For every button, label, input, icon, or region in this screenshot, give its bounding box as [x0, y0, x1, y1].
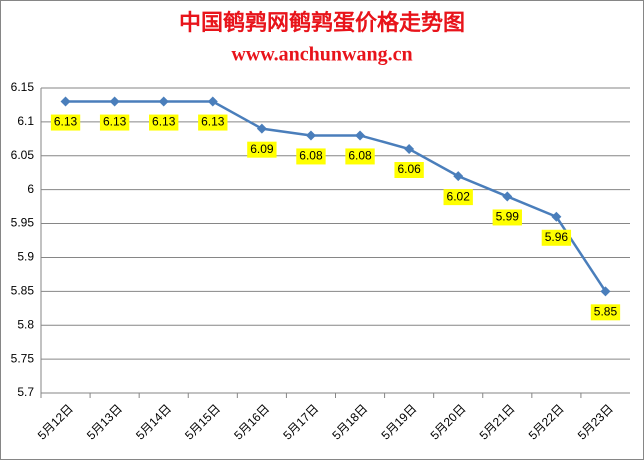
value-label: 6.08 [299, 149, 323, 163]
value-label-box [345, 148, 375, 165]
chart-title: 中国鹌鹑网鹌鹑蛋价格走势图 [179, 10, 465, 36]
value-label: 6.13 [54, 115, 78, 129]
marker [502, 191, 513, 202]
y-tick-label: 5.85 [11, 284, 35, 298]
marker [207, 96, 218, 107]
marker [551, 211, 562, 222]
value-label-box [50, 114, 81, 131]
y-tick-label: 5.8 [17, 317, 34, 331]
value-label-box [149, 114, 179, 131]
marker [60, 96, 71, 107]
value-label: 6.13 [201, 115, 225, 129]
marker [109, 96, 120, 107]
y-tick-label: 6.05 [11, 148, 35, 162]
value-label-box [247, 141, 277, 158]
value-label: 6.09 [250, 142, 274, 156]
marker [453, 171, 464, 182]
value-label-box [443, 189, 473, 206]
y-tick-label: 6.1 [17, 114, 34, 128]
chart-subtitle: www.anchunwang.cn [231, 44, 412, 66]
y-tick-label: 5.95 [11, 216, 35, 230]
marker [256, 123, 267, 134]
value-label: 5.96 [545, 230, 569, 244]
y-tick-label: 6 [27, 182, 34, 196]
y-tick-label: 5.75 [11, 351, 35, 365]
y-tick-label: 6.15 [11, 80, 35, 94]
marker [355, 130, 366, 141]
marker [404, 144, 415, 154]
value-label-box [296, 148, 326, 165]
y-tick-label: 5.7 [17, 385, 34, 399]
value-label: 6.13 [103, 115, 127, 129]
value-label: 5.85 [594, 305, 618, 319]
marker [600, 286, 611, 297]
value-label-box [99, 114, 130, 131]
marker [158, 96, 169, 107]
value-label: 6.02 [447, 189, 471, 203]
value-label-box [492, 209, 522, 226]
value-label: 5.99 [496, 210, 520, 224]
marker [305, 130, 316, 141]
value-label: 6.06 [397, 162, 421, 176]
value-label: 6.08 [348, 149, 372, 163]
value-label-box [394, 162, 424, 178]
y-tick-label: 5.9 [17, 250, 34, 264]
value-label-box [590, 304, 621, 321]
value-label-box [198, 114, 228, 131]
value-label-box [541, 229, 572, 246]
line [65, 100, 607, 293]
value-label: 6.13 [152, 115, 176, 129]
